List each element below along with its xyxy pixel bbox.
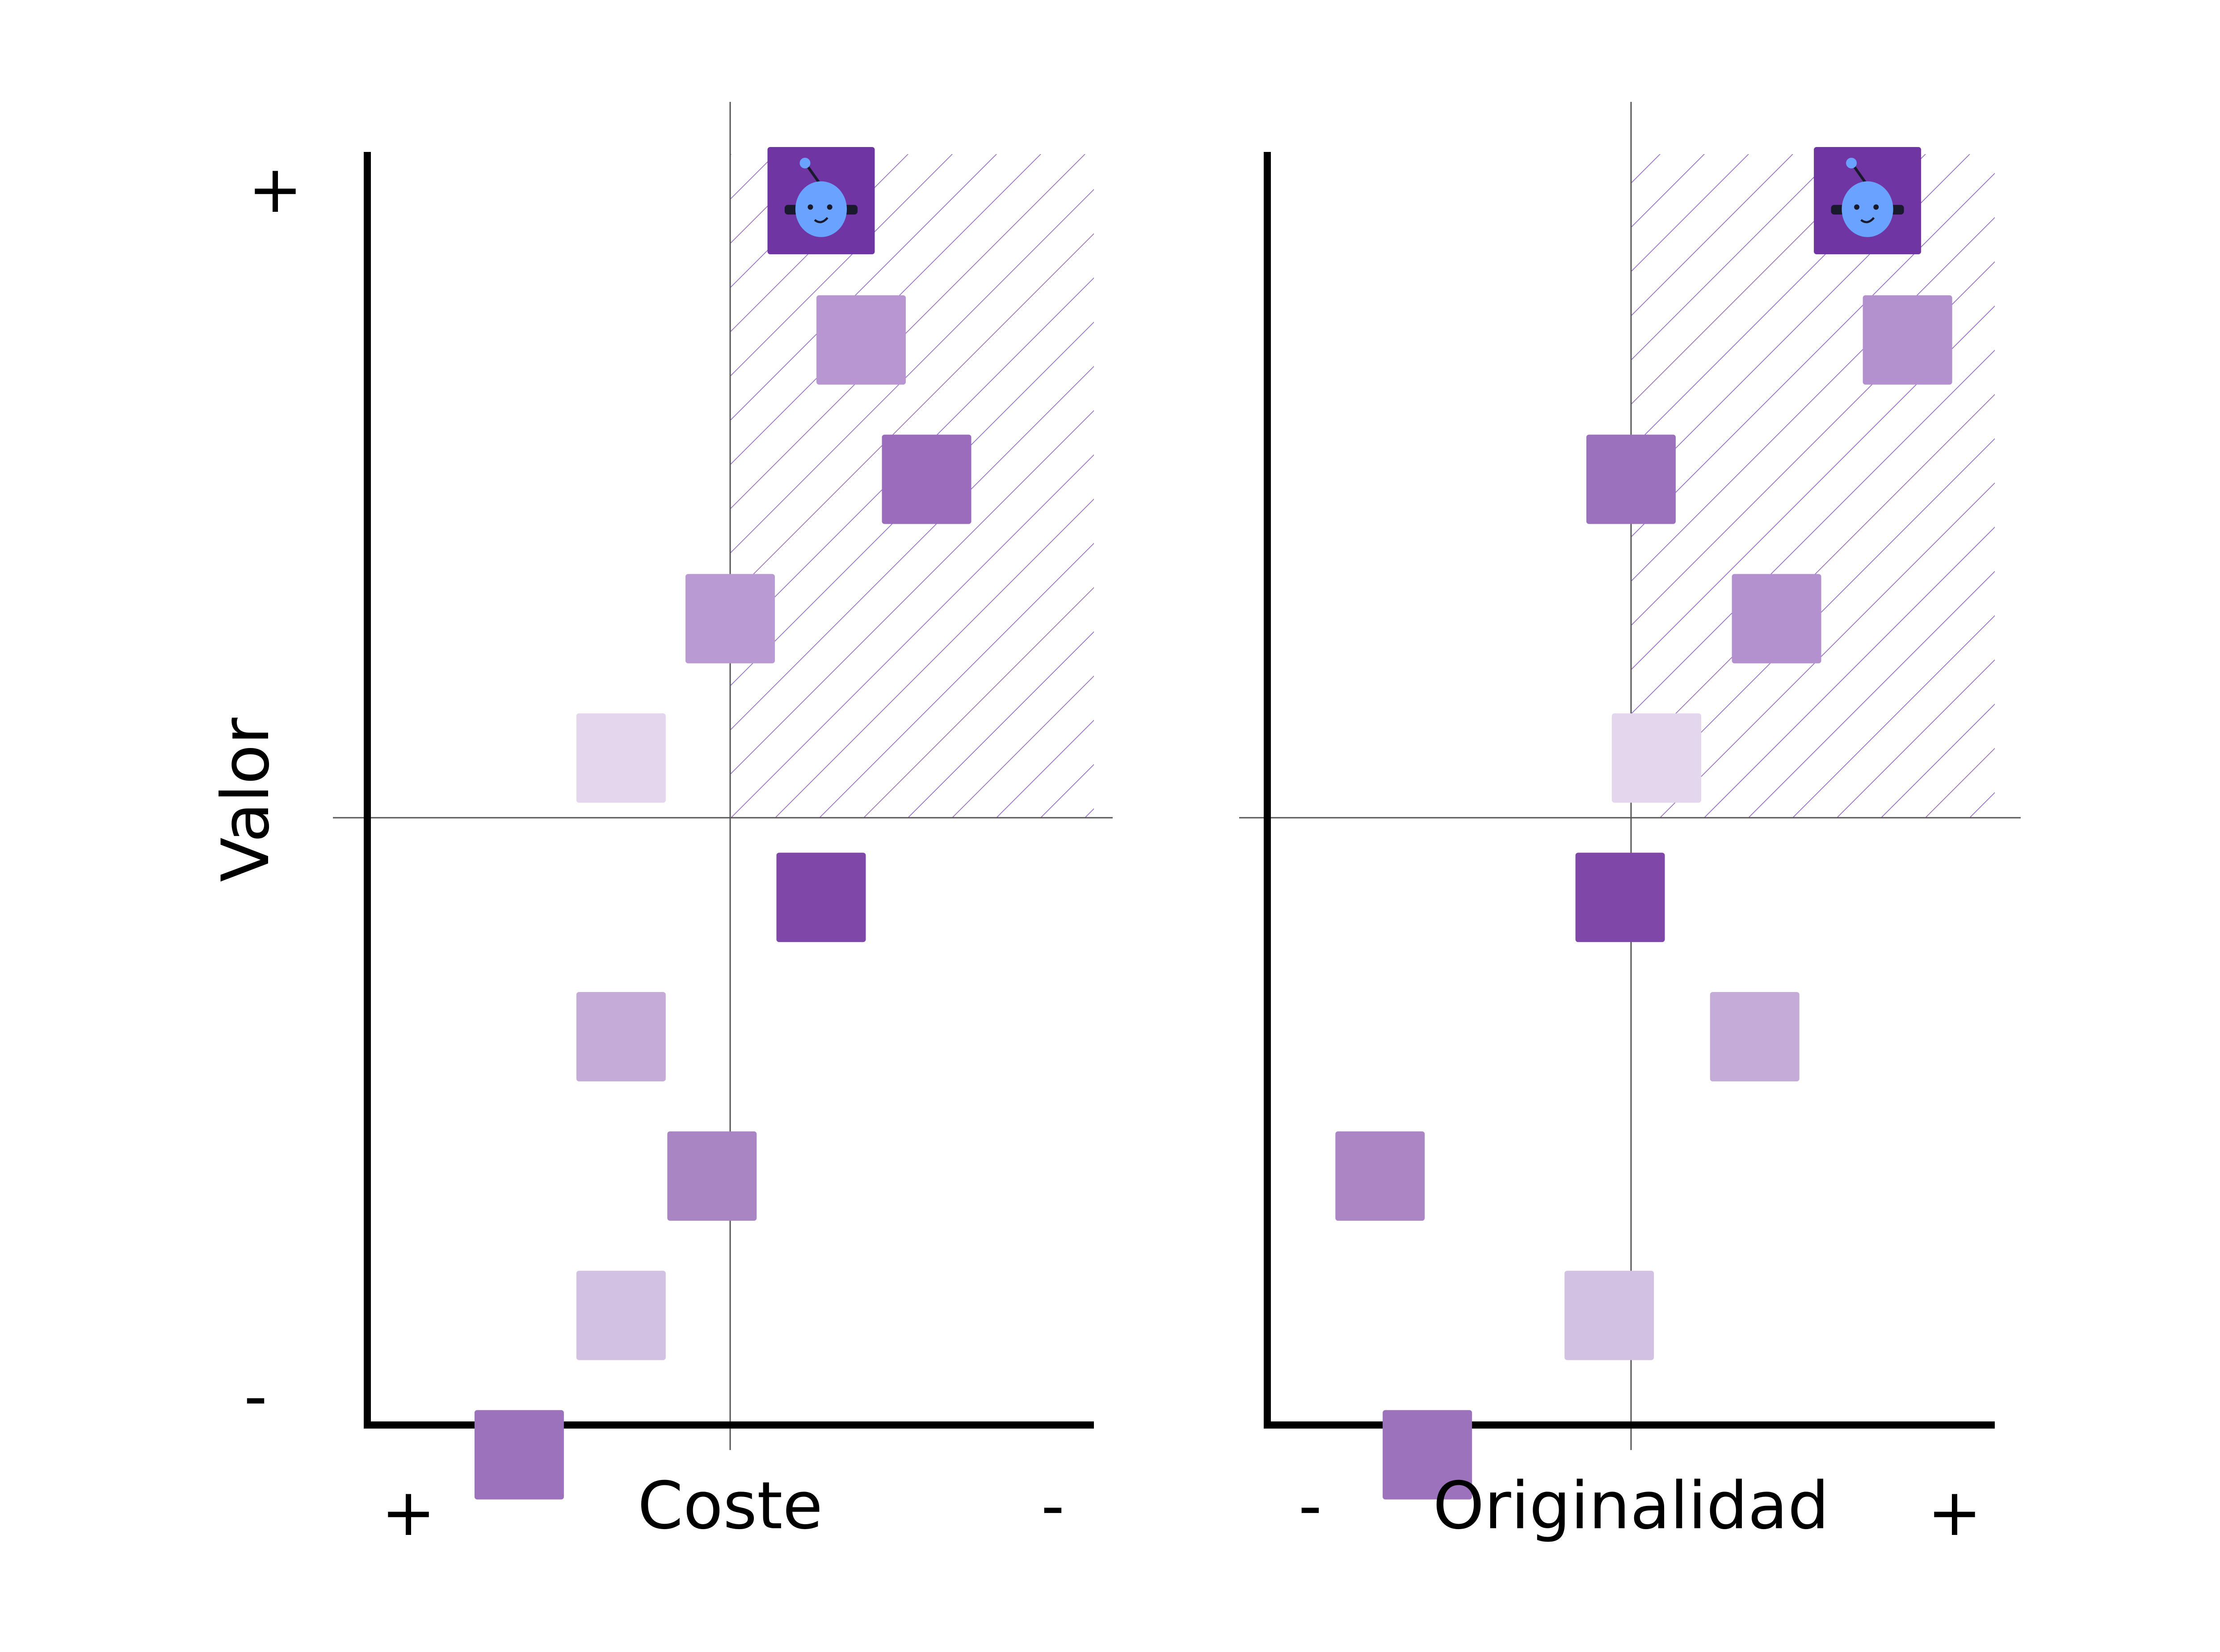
data-square — [776, 853, 866, 942]
data-squares — [474, 147, 971, 1500]
data-square — [1863, 295, 1952, 385]
data-square — [1732, 574, 1821, 664]
chart-coste: + - Coste + - — [244, 102, 1113, 1551]
x-axis-left-sign: - — [1299, 1468, 1322, 1544]
data-square — [1710, 992, 1800, 1082]
data-squares — [1335, 147, 1952, 1500]
data-square — [685, 574, 775, 664]
y-axis-plus-sign: + — [248, 151, 303, 227]
favorable-quadrant-hatch — [1631, 154, 1995, 818]
data-square — [576, 992, 666, 1082]
data-square — [1564, 1270, 1654, 1360]
data-square — [1611, 713, 1701, 803]
data-square — [882, 434, 971, 524]
x-axis-right-sign: - — [1041, 1468, 1065, 1544]
x-axis-left-sign: + — [381, 1475, 436, 1551]
data-square — [1383, 1410, 1472, 1500]
data-square — [667, 1131, 757, 1221]
data-square — [474, 1410, 564, 1500]
y-axis-label: Valor — [208, 717, 284, 882]
data-square — [816, 295, 906, 385]
data-square — [1575, 853, 1665, 942]
robot-face-icon — [784, 157, 858, 237]
x-axis-label: Originalidad — [1433, 1468, 1829, 1544]
x-axis-label: Coste — [638, 1468, 823, 1544]
data-square — [1335, 1131, 1425, 1221]
y-axis-minus-sign: - — [244, 1358, 268, 1434]
robot-face-icon — [1831, 157, 1904, 237]
data-square — [576, 1270, 666, 1360]
data-square — [1586, 434, 1676, 524]
data-square — [576, 713, 666, 803]
chart-originalidad: Originalidad - + — [1239, 102, 2021, 1551]
x-axis-right-sign: + — [1927, 1475, 1982, 1551]
